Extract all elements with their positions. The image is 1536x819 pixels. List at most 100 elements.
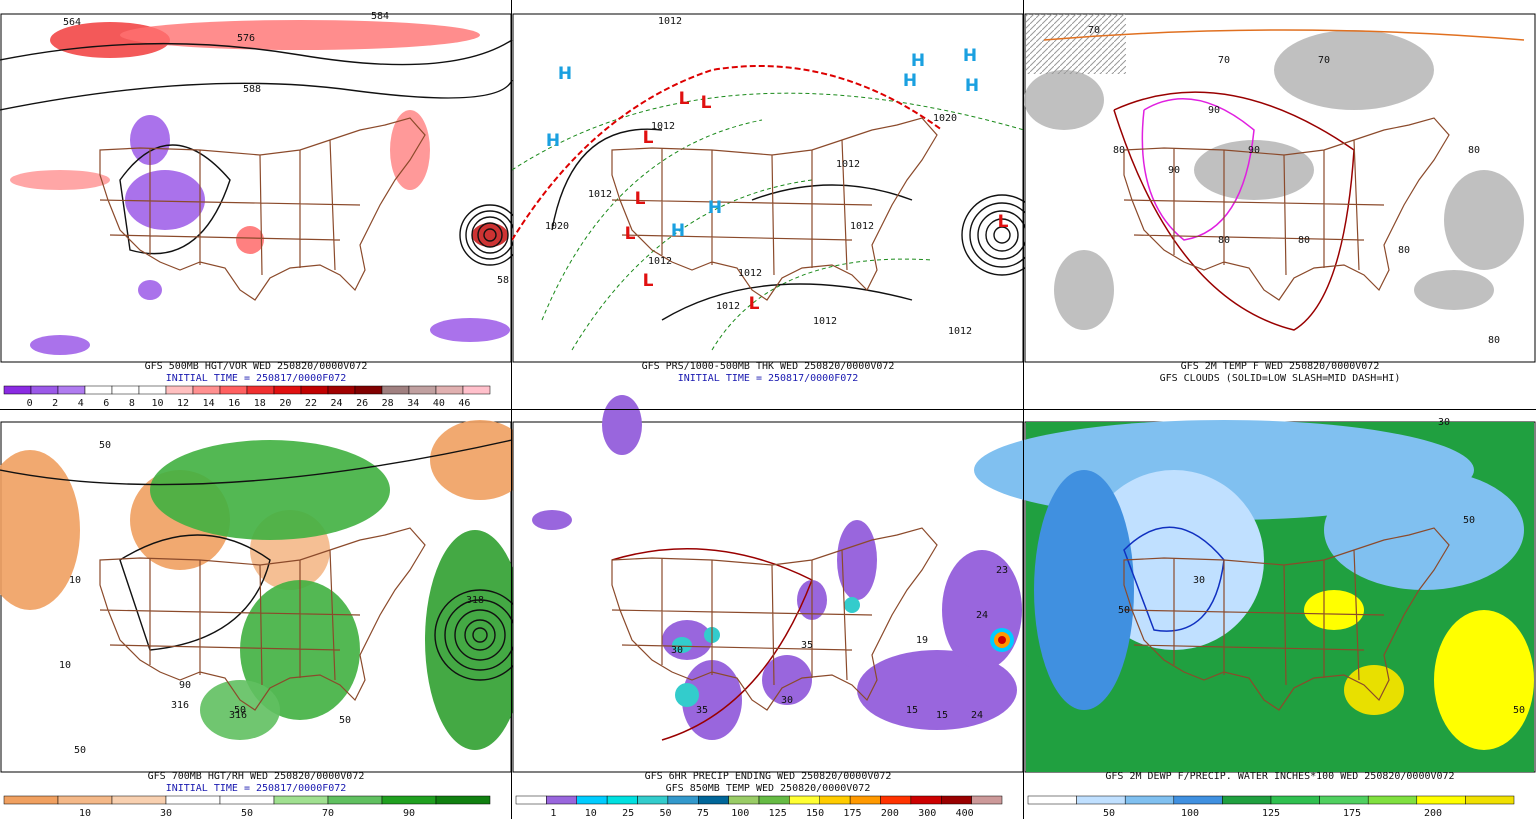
colorbar-swatch [300, 385, 329, 395]
colorbar-swatch [111, 385, 140, 395]
colorbar-swatch [3, 385, 32, 395]
colorbar-swatch [606, 795, 638, 805]
precip [844, 597, 860, 613]
pressure-center: L [643, 271, 654, 291]
vorticity [430, 318, 510, 342]
colorbar-label: 18 [254, 398, 266, 409]
contour-label: 80 [1468, 145, 1480, 156]
caption: INITIAL TIME = 250817/0000F072 [166, 783, 347, 794]
colorbar-label: 1 [550, 808, 556, 819]
colorbar-swatch [728, 795, 760, 805]
thickness [541, 119, 763, 321]
contour-label: 316 [171, 700, 189, 711]
thickness [511, 92, 1025, 171]
colorbar-label: 30 [160, 808, 172, 819]
colorbar-label: 150 [806, 808, 824, 819]
colorbar-swatch [849, 795, 881, 805]
contour-label: 80 [1113, 145, 1125, 156]
colorbar-label: 8 [129, 398, 135, 409]
colorbar-swatch [273, 385, 302, 395]
colorbar-label: 26 [356, 398, 368, 409]
contour-label: 30 [1193, 575, 1205, 586]
caption: GFS 700MB HGT/RH WED 250820/0000V072 [148, 771, 365, 782]
precip [602, 395, 642, 455]
colorbar-swatch [576, 795, 608, 805]
contour-label: 58 [497, 275, 509, 286]
vorticity [10, 170, 110, 190]
colorbar-swatch [381, 385, 410, 395]
colorbar-swatch [971, 795, 1003, 805]
isotherm-70 [1043, 29, 1525, 41]
contour-label: 1012 [850, 221, 874, 232]
colorbar-label: 22 [305, 398, 317, 409]
caption: GFS 850MB TEMP WED 250820/0000V072 [666, 783, 871, 794]
isobar [985, 218, 1019, 252]
pressure-center: H [903, 71, 917, 91]
caption: INITIAL TIME = 250817/0000F072 [678, 373, 859, 384]
contour-label: 588 [243, 84, 261, 95]
precip [675, 683, 699, 707]
colorbar-swatch [1270, 795, 1320, 805]
colorbar-swatch [789, 795, 820, 805]
panel: 50 30 50 50 30 GFS 2M DEWP F/PRECIP. WATER IN… [974, 417, 1536, 819]
contour [483, 228, 497, 242]
isobar [993, 226, 1011, 244]
contour-label: 1012 [836, 159, 860, 170]
colorbar-label: 125 [769, 808, 787, 819]
isobar [551, 128, 663, 231]
colorbar-swatch [515, 795, 547, 805]
colorbar-swatch [192, 385, 221, 395]
pressure-center: L [998, 212, 1009, 232]
contour-label: 1012 [716, 301, 740, 312]
contour-label: 10 [69, 575, 81, 586]
colorbar-label: 70 [322, 808, 334, 819]
contour-label: 1012 [651, 121, 675, 132]
colorbar-swatch [1367, 795, 1418, 805]
contour-label: 584 [371, 11, 389, 22]
contour-label: 80 [1298, 235, 1310, 246]
colorbar-label: 34 [407, 398, 419, 409]
contour [119, 534, 271, 651]
pw [1434, 610, 1534, 750]
contour-label: 50 [1463, 515, 1475, 526]
contour-label: 576 [237, 33, 255, 44]
colorbar-swatch [1222, 795, 1272, 805]
colorbar-swatch [1173, 795, 1223, 805]
contour [119, 144, 231, 255]
contour-label: 30 [1438, 417, 1450, 428]
cloud-hi [1026, 14, 1126, 74]
colorbar-swatch [408, 385, 437, 395]
cloud [1024, 70, 1104, 130]
colorbar-swatch [327, 795, 383, 805]
contour-label: 90 [1248, 145, 1260, 156]
colorbar-swatch [667, 795, 699, 805]
contour-label: 70 [1218, 55, 1230, 66]
pressure-center: H [963, 46, 977, 66]
colorbar-swatch [354, 385, 383, 395]
caption: GFS 2M TEMP F WED 250820/0000V072 [1181, 361, 1380, 372]
rh [200, 680, 280, 740]
colorbar-label: 50 [1103, 808, 1115, 819]
colorbar-swatch [910, 795, 942, 805]
colorbar-label: 28 [382, 398, 394, 409]
colorbar-label: 20 [279, 398, 291, 409]
pw [1304, 590, 1364, 630]
vorticity [138, 280, 162, 300]
pressure-center: L [635, 189, 646, 209]
rh [150, 440, 390, 540]
colorbar-label: 25 [622, 808, 634, 819]
pressure-center: H [708, 198, 722, 218]
colorbar-swatch [273, 795, 329, 805]
isotherm-90 [1141, 98, 1255, 241]
colorbar-label: 40 [433, 398, 445, 409]
precip [762, 655, 812, 705]
colorbar-label: 12 [177, 398, 189, 409]
colorbar-label: 75 [697, 808, 709, 819]
pw [1034, 470, 1134, 710]
colorbar-swatch [462, 385, 491, 395]
colorbar-label: 200 [881, 808, 899, 819]
colorbar-label: 2 [52, 398, 58, 409]
contour-label: 50 [339, 715, 351, 726]
colorbar-label: 46 [458, 398, 470, 409]
colorbar-label: 10 [79, 808, 91, 819]
